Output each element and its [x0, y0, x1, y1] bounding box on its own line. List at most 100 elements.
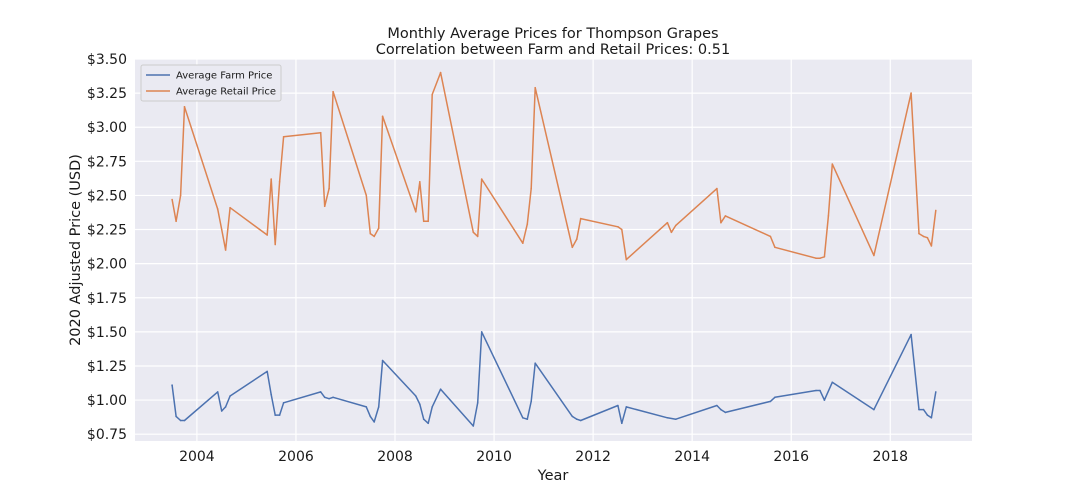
retail-price-point	[873, 254, 875, 257]
farm-price-point	[377, 406, 380, 408]
y-axis-title: 2020 Adjusted Price (USD)	[68, 154, 84, 346]
retail-price-point	[675, 224, 677, 227]
retail-price-point	[716, 187, 718, 190]
retail-price-point	[319, 131, 322, 134]
y-tick-label: $1.50	[87, 325, 127, 341]
retail-price-point	[179, 194, 182, 197]
farm-price-point	[910, 333, 912, 336]
farm-price-point	[576, 418, 578, 421]
y-tick-label: $3.50	[87, 52, 127, 68]
retail-price-point	[278, 181, 281, 183]
retail-price-point	[422, 220, 425, 223]
grid-lines	[135, 58, 972, 441]
farm-price-point	[183, 419, 186, 422]
farm-price-point	[530, 400, 532, 403]
retail-price-point	[229, 206, 231, 209]
x-tick-label: 2018	[872, 449, 908, 465]
farm-price-point	[522, 417, 524, 419]
y-tick-label: $3.00	[87, 120, 127, 136]
farm-price-point	[716, 404, 718, 407]
farm-price-point	[621, 422, 623, 425]
farm-price-point	[774, 396, 776, 399]
farm-price-point	[369, 415, 372, 418]
retail-price-point	[480, 178, 483, 180]
farm-price-point	[526, 418, 529, 421]
farm-price-point	[873, 408, 875, 411]
farm-price-point	[332, 396, 334, 399]
y-tick-label: $2.75	[87, 154, 127, 170]
farm-price-point	[419, 403, 421, 406]
x-tick-label: 2010	[476, 449, 512, 465]
farm-price-point	[229, 395, 231, 397]
legend-box	[140, 64, 282, 102]
y-tick-label: $2.00	[87, 257, 127, 273]
retail-price-point	[439, 71, 442, 74]
retail-price-point	[419, 181, 421, 183]
retail-price-point	[323, 205, 326, 208]
retail-price-point	[935, 209, 937, 212]
farm-price-point	[831, 381, 834, 384]
farm-price-point	[675, 418, 677, 421]
farm-price-point	[179, 419, 182, 422]
farm-price-point	[373, 421, 376, 423]
legend: Average Farm Price Average Retail Price	[140, 64, 282, 102]
x-tick-label: 2014	[674, 449, 710, 465]
retail-price-point	[220, 228, 223, 231]
farm-price-point	[365, 406, 368, 408]
legend-label-retail: Average Retail Price	[176, 87, 276, 98]
farm-price-point	[720, 408, 722, 411]
retail-price-point	[381, 115, 384, 118]
farm-price-point	[815, 389, 817, 392]
retail-price-point	[827, 215, 830, 217]
retail-price-point	[427, 220, 430, 223]
retail-price-point	[926, 236, 929, 239]
farm-price-point	[476, 402, 479, 404]
farm-price-point	[480, 331, 483, 333]
farm-price-point	[171, 384, 173, 386]
chart-title: Monthly Average Prices for Thompson Grap…	[387, 26, 718, 42]
farm-price-point	[472, 425, 475, 427]
farm-price-point	[922, 408, 925, 411]
retail-price-point	[431, 93, 434, 96]
farm-price-point	[415, 395, 417, 397]
farm-price-point	[216, 391, 219, 393]
farm-price-point	[323, 396, 326, 399]
x-tick-label: 2006	[278, 449, 314, 465]
retail-price-point	[579, 217, 582, 220]
retail-price-point	[534, 86, 536, 89]
farm-price-point	[319, 391, 322, 393]
retail-price-point	[476, 235, 479, 238]
retail-price-point	[666, 221, 669, 224]
farm-price-point	[819, 389, 821, 392]
farm-price-point	[579, 419, 582, 422]
farm-price-point	[224, 406, 227, 408]
farm-price-point	[571, 415, 574, 418]
y-tick-label: $0.75	[87, 427, 127, 443]
retail-price-point	[625, 258, 628, 261]
retail-price-point	[282, 136, 285, 138]
farm-price-point	[422, 418, 425, 421]
farm-price-point	[220, 410, 223, 412]
farm-price-point	[328, 397, 330, 400]
y-tick-label: $1.25	[87, 359, 127, 375]
retail-price-point	[823, 255, 826, 258]
retail-price-point	[720, 221, 722, 224]
farm-price-point	[625, 406, 628, 408]
retail-price-point	[670, 231, 673, 234]
farm-price-point	[266, 370, 269, 373]
farm-price-point	[427, 422, 430, 425]
y-tick-label: $2.50	[87, 188, 127, 204]
y-tick-label: $1.00	[87, 393, 127, 409]
retail-price-point	[831, 163, 834, 165]
y-tick-label: $3.25	[87, 86, 127, 102]
retail-price-point	[328, 187, 330, 190]
plot-area	[135, 59, 972, 441]
retail-price-point	[617, 226, 619, 228]
retail-price-point	[472, 231, 475, 234]
x-axis-ticks: 2004 2006 2008 2010 2012 2014 2016 2018	[179, 449, 908, 465]
farm-price-point	[278, 414, 281, 416]
y-axis-ticks: $0.75 $1.00 $1.25 $1.50 $1.75 $2.00 $2.25 $2.50…	[87, 52, 127, 443]
retail-price-point	[270, 178, 273, 180]
retail-price-point	[171, 198, 173, 201]
